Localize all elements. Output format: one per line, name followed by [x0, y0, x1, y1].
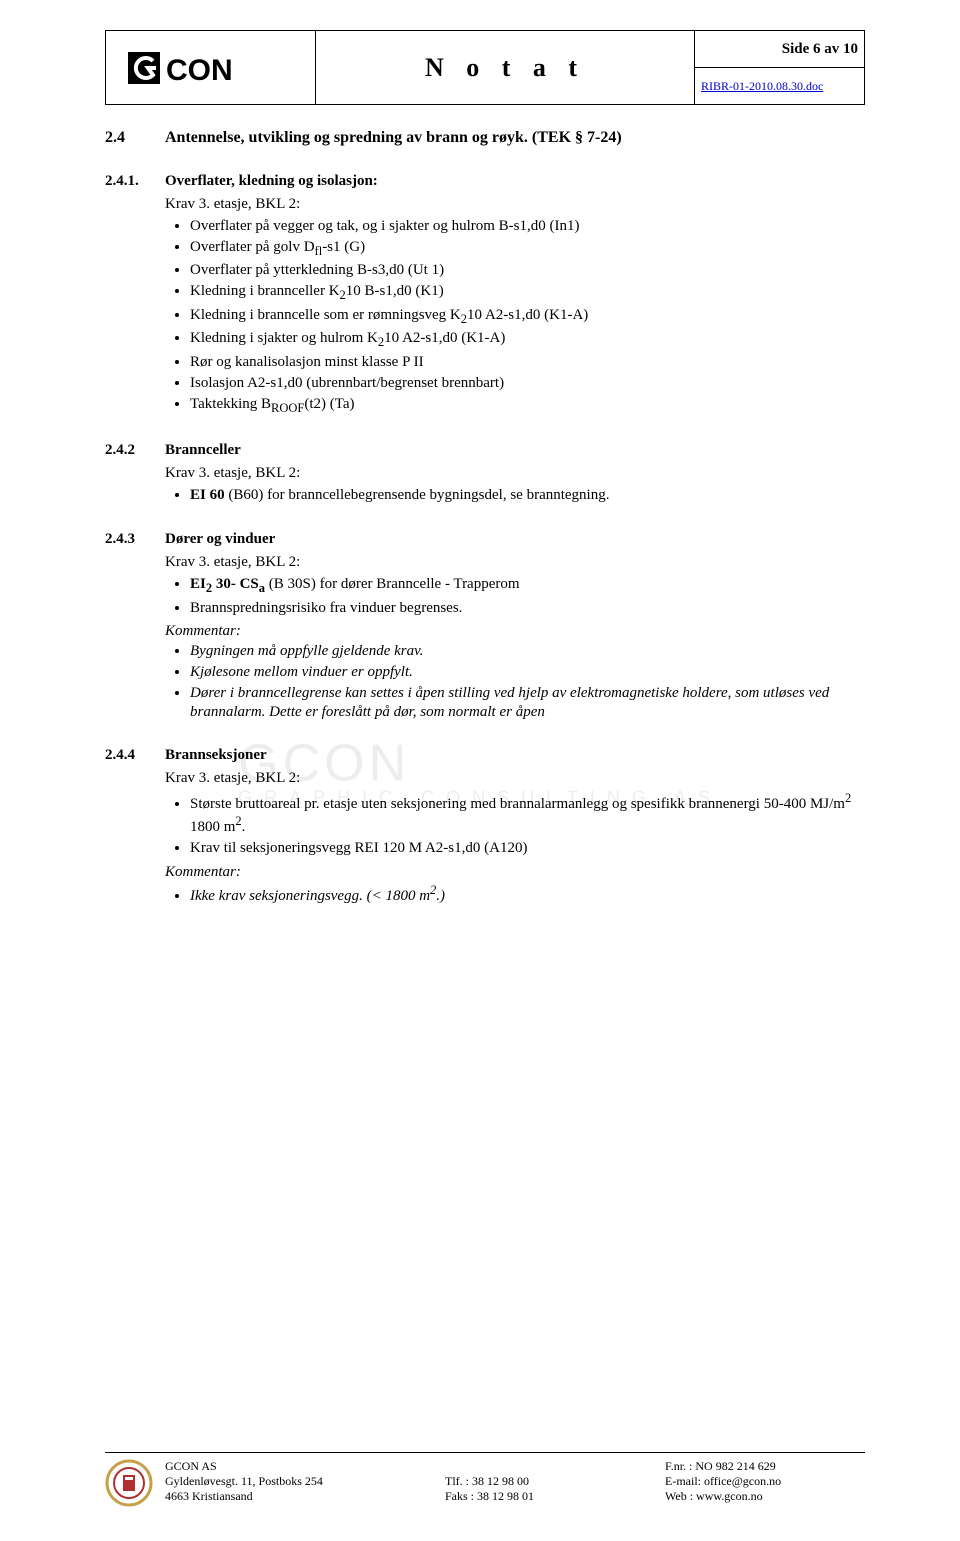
krav-line: Krav 3. etasje, BKL 2: — [165, 465, 865, 482]
section-2-4-3: 2.4.3 Dører og vinduer Krav 3. etasje, B… — [105, 531, 865, 721]
subsection-num: 2.4.1. — [105, 173, 165, 190]
footer-addr1: Gyldenløvesgt. 11, Postboks 254 — [165, 1474, 445, 1489]
page-indicator: Side 6 av 10 — [695, 31, 865, 68]
list-item: Overflater på ytterkledning B-s3,d0 (Ut … — [190, 261, 865, 280]
section-2-4: 2.4 Antennelse, utvikling og spredning a… — [105, 129, 865, 147]
footer-phone-col: Tlf. : 38 12 98 00 Faks : 38 12 98 01 — [445, 1459, 665, 1511]
footer: GCON AS Gyldenløvesgt. 11, Postboks 254 … — [105, 1452, 865, 1511]
subsection-num: 2.4.3 — [105, 531, 165, 548]
list-item: Kjølesone mellom vinduer er oppfylt. — [190, 663, 865, 682]
footer-email: E-mail: office@gcon.no — [665, 1474, 865, 1489]
subsection-title: Brannseksjoner — [165, 747, 267, 764]
krav-line: Krav 3. etasje, BKL 2: — [165, 554, 865, 571]
doc-title: N o t a t — [425, 53, 585, 82]
subsection-title: Overflater, kledning og isolasjon: — [165, 173, 378, 190]
seal-icon — [105, 1459, 153, 1507]
list-item: Ikke krav seksjoneringsvegg. (< 1800 m2.… — [190, 883, 865, 906]
footer-company: GCON AS — [165, 1459, 445, 1474]
list-item: Kledning i brannceller K210 B-s1,d0 (K1) — [190, 282, 865, 304]
list-item: Rør og kanalisolasjon minst klasse P II — [190, 353, 865, 372]
gcon-logo: CON — [126, 46, 296, 90]
subsection-title: Dører og vinduer — [165, 531, 275, 548]
bullet-list: Overflater på vegger og tak, og i sjakte… — [190, 217, 865, 416]
list-item: Overflater på vegger og tak, og i sjakte… — [190, 217, 865, 236]
krav-line: Krav 3. etasje, BKL 2: — [165, 196, 865, 213]
list-item: Dører i branncellegrense kan settes i åp… — [190, 684, 865, 722]
bullet-list: Største bruttoareal pr. etasje uten seks… — [190, 791, 865, 857]
list-item: Isolasjon A2-s1,d0 (ubrennbart/begrenset… — [190, 374, 865, 393]
footer-web: Web : www.gcon.no — [665, 1489, 865, 1504]
header-table: CON N o t a t Side 6 av 10 RIBR-01-2010.… — [105, 30, 865, 105]
list-item: Krav til seksjoneringsvegg REI 120 M A2-… — [190, 839, 865, 858]
section-2-4-2: 2.4.2 Brannceller Krav 3. etasje, BKL 2:… — [105, 442, 865, 505]
section-num: 2.4 — [105, 129, 165, 147]
subsection-num: 2.4.4 — [105, 747, 165, 764]
doc-ref-cell: RIBR-01-2010.08.30.doc — [695, 68, 865, 105]
list-item: Overflater på golv Dfl-s1 (G) — [190, 238, 865, 260]
footer-rule — [105, 1452, 865, 1453]
list-item: Bygningen må oppfylle gjeldende krav. — [190, 642, 865, 661]
comment-heading: Kommentar: — [165, 623, 865, 640]
doc-title-cell: N o t a t — [316, 31, 695, 105]
list-item: Taktekking BROOF(t2) (Ta) — [190, 395, 865, 417]
section-title: Antennelse, utvikling og spredning av br… — [165, 129, 622, 147]
footer-addr2: 4663 Kristiansand — [165, 1489, 445, 1504]
footer-fnr: F.nr. : NO 982 214 629 — [665, 1459, 865, 1474]
svg-text:CON: CON — [166, 54, 233, 87]
list-item: Brannspredningsrisiko fra vinduer begren… — [190, 599, 865, 618]
footer-tel: Tlf. : 38 12 98 00 — [445, 1474, 665, 1489]
list-item: Kledning i branncelle som er rømningsveg… — [190, 306, 865, 328]
comment-list: Ikke krav seksjoneringsvegg. (< 1800 m2.… — [190, 883, 865, 906]
subsection-num: 2.4.2 — [105, 442, 165, 459]
footer-company-col: GCON AS Gyldenløvesgt. 11, Postboks 254 … — [165, 1459, 445, 1511]
logo-cell: CON — [106, 31, 316, 105]
doc-ref-link[interactable]: RIBR-01-2010.08.30.doc — [701, 79, 823, 93]
footer-seal-col — [105, 1459, 165, 1511]
comment-heading: Kommentar: — [165, 864, 865, 881]
krav-line: Krav 3. etasje, BKL 2: — [165, 770, 865, 787]
footer-contact-col: F.nr. : NO 982 214 629 E-mail: office@gc… — [665, 1459, 865, 1511]
subsection-title: Brannceller — [165, 442, 241, 459]
list-item: Kledning i sjakter og hulrom K210 A2-s1,… — [190, 329, 865, 351]
section-2-4-4: 2.4.4 Brannseksjoner Krav 3. etasje, BKL… — [105, 747, 865, 905]
list-item: Største bruttoareal pr. etasje uten seks… — [190, 791, 865, 837]
bullet-list: EI2 30- CSa (B 30S) for dører Branncelle… — [190, 575, 865, 617]
list-item: EI2 30- CSa (B 30S) for dører Branncelle… — [190, 575, 865, 597]
list-item: EI 60 (B60) for branncellebegrensende by… — [190, 486, 865, 505]
bullet-list: EI 60 (B60) for branncellebegrensende by… — [190, 486, 865, 505]
footer-fax: Faks : 38 12 98 01 — [445, 1489, 665, 1504]
section-2-4-1: 2.4.1. Overflater, kledning og isolasjon… — [105, 173, 865, 416]
comment-list: Bygningen må oppfylle gjeldende krav. Kj… — [190, 642, 865, 721]
